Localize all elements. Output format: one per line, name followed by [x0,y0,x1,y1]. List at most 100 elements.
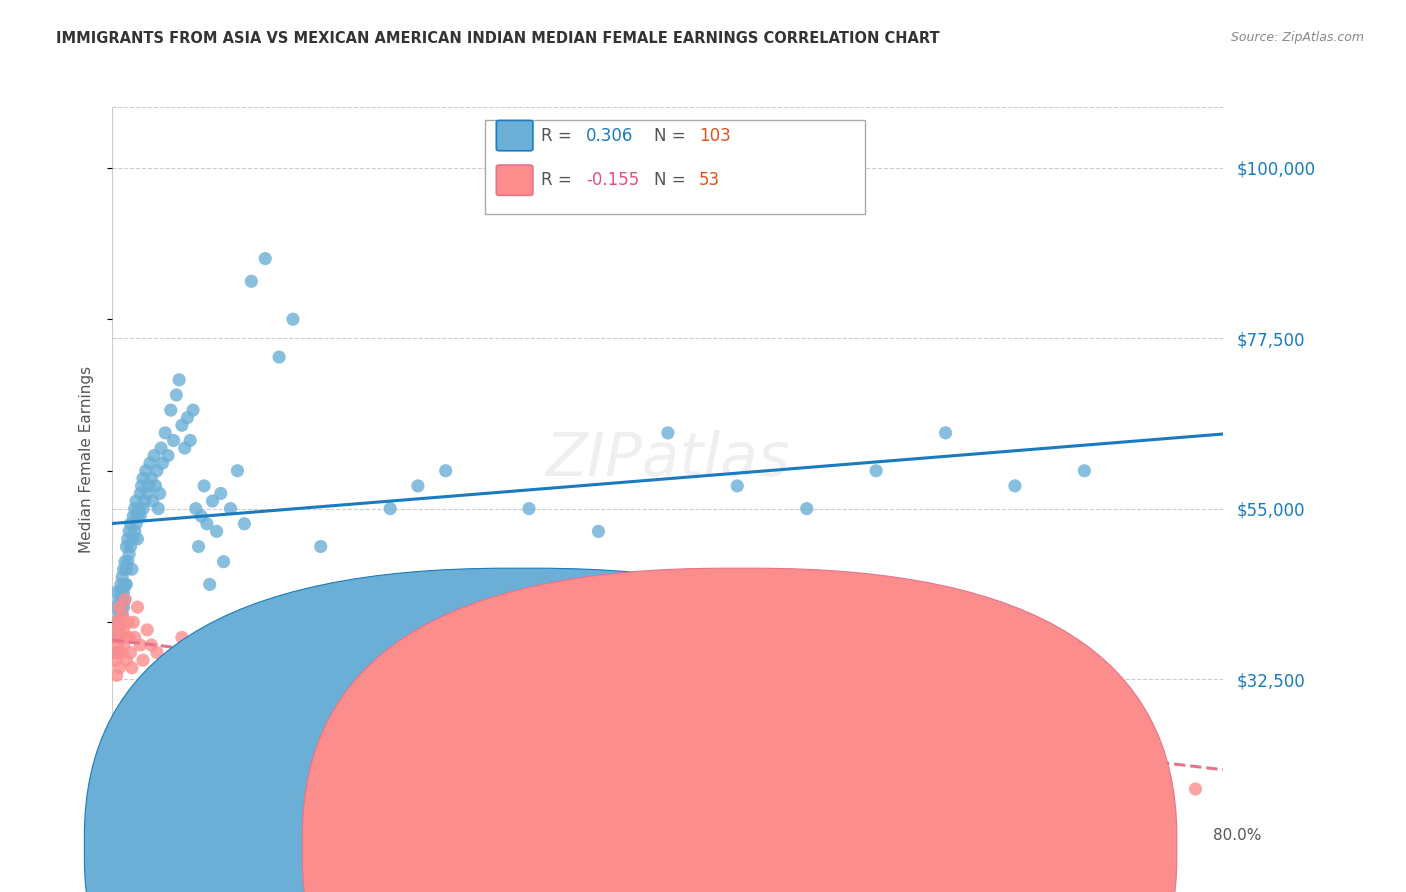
Point [111,570,134,584]
Point [136,486,159,500]
Point [934,722,956,736]
Point [725,479,748,493]
Text: R =: R = [541,171,578,189]
Point [104,600,127,615]
Point [267,350,291,364]
Point [205,524,228,539]
Point [129,638,152,652]
Point [150,441,173,455]
Point [170,631,193,645]
Point [104,631,127,645]
Point [103,615,125,630]
Point [124,524,146,539]
Point [1004,479,1026,493]
Point [138,479,160,493]
Point [120,516,142,531]
Text: ZIPatlas: ZIPatlas [546,430,790,489]
Point [105,646,128,660]
Point [134,494,156,508]
Point [108,607,131,622]
Point [184,501,207,516]
Point [406,691,429,706]
Point [115,577,138,591]
Point [124,501,146,516]
Point [110,600,132,615]
Point [120,646,142,660]
Point [115,562,138,576]
Point [934,425,956,440]
Text: -0.155: -0.155 [586,171,640,189]
Point [107,615,129,630]
Text: 103: 103 [699,127,731,145]
Point [240,653,263,667]
Point [141,638,163,652]
Point [155,425,177,440]
Point [1184,782,1206,797]
Point [352,638,374,652]
Point [233,516,256,531]
Point [323,653,346,667]
Point [128,501,150,516]
Point [1143,767,1166,781]
Point [112,638,135,652]
Point [114,555,136,569]
Point [124,631,146,645]
Point [152,456,174,470]
Point [127,532,149,546]
Point [127,600,149,615]
Point [107,623,129,637]
Point [165,388,187,402]
Point [201,494,224,508]
Point [796,706,818,721]
Point [865,464,887,478]
Point [112,623,135,637]
Text: IMMIGRANTS FROM ASIA VS MEXICAN AMERICAN INDIAN MEDIAN FEMALE EARNINGS CORRELATI: IMMIGRANTS FROM ASIA VS MEXICAN AMERICAN… [56,31,939,46]
Point [146,464,169,478]
Point [125,494,148,508]
Point [198,653,221,667]
Point [132,501,155,516]
Point [1073,464,1095,478]
Text: Mexican American Indians: Mexican American Indians [763,840,965,855]
Text: 80.0%: 80.0% [1213,829,1261,843]
Point [149,486,172,500]
Point [111,607,134,622]
Point [112,585,135,599]
Point [110,631,132,645]
Point [517,501,540,516]
Point [115,631,138,645]
Point [122,615,145,630]
Point [110,577,132,591]
Point [136,623,159,637]
Point [139,456,162,470]
Point [187,540,209,554]
Point [173,441,195,455]
Point [108,661,131,675]
Point [131,479,153,493]
Point [281,312,304,326]
Point [434,464,457,478]
Point [115,540,138,554]
Point [157,449,180,463]
Point [114,592,136,607]
Point [117,555,139,569]
Point [209,486,232,500]
Point [122,509,145,524]
Point [167,373,190,387]
Point [110,585,132,599]
Point [267,661,291,675]
Point [240,274,263,288]
Point [685,698,707,713]
Point [111,646,134,660]
Point [125,516,148,531]
Point [132,471,155,485]
Y-axis label: Median Female Earnings: Median Female Earnings [79,366,94,553]
Point [463,577,485,591]
Point [159,403,181,417]
Point [111,592,134,607]
Point [122,532,145,546]
Point [110,615,132,630]
Point [226,464,249,478]
Point [117,615,139,630]
Point [254,252,277,266]
